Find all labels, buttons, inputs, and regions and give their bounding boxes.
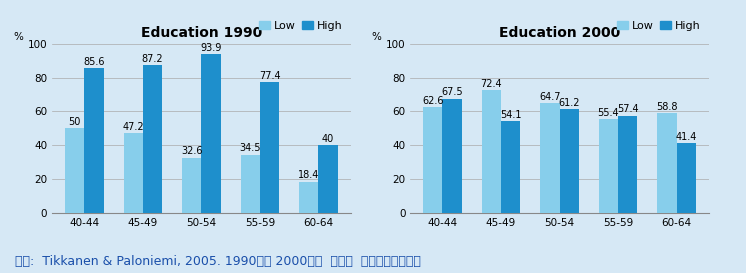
Text: 77.4: 77.4 [259, 71, 280, 81]
Bar [124, 133, 143, 213]
Text: 64.7: 64.7 [539, 92, 560, 102]
Text: 41.4: 41.4 [675, 132, 697, 141]
Text: 34.5: 34.5 [239, 143, 261, 153]
Text: %: % [13, 32, 23, 42]
Text: 18.4: 18.4 [298, 170, 319, 180]
Bar [677, 143, 696, 213]
Text: 85.6: 85.6 [84, 57, 104, 67]
Bar [84, 68, 104, 213]
Bar [65, 128, 84, 213]
Bar [540, 103, 560, 213]
Bar [260, 82, 279, 213]
Text: 자료:  Tikkanen & Paloniemi, 2005. 1990년과 2000년의  핀란드  성인교육조사통계: 자료: Tikkanen & Paloniemi, 2005. 1990년과 2… [15, 254, 421, 268]
Text: 47.2: 47.2 [122, 122, 144, 132]
Bar [423, 107, 442, 213]
Text: 87.2: 87.2 [142, 54, 163, 64]
Text: 62.6: 62.6 [422, 96, 444, 106]
Bar [599, 119, 618, 213]
Bar [482, 90, 501, 213]
Bar [299, 182, 319, 213]
Text: 93.9: 93.9 [201, 43, 222, 53]
Text: 67.5: 67.5 [442, 87, 463, 97]
Text: %: % [372, 32, 381, 42]
Text: 61.2: 61.2 [559, 98, 580, 108]
Title: Education 1990: Education 1990 [141, 26, 262, 40]
Legend: Low, High: Low, High [257, 19, 345, 33]
Bar [143, 65, 162, 213]
Bar [241, 155, 260, 213]
Bar [319, 145, 338, 213]
Bar [201, 54, 221, 213]
Text: 58.8: 58.8 [656, 102, 677, 112]
Text: 72.4: 72.4 [480, 79, 502, 89]
Title: Education 2000: Education 2000 [499, 26, 620, 40]
Text: 55.4: 55.4 [598, 108, 619, 118]
Bar [657, 113, 677, 213]
Bar [560, 109, 579, 213]
Text: 50: 50 [69, 117, 81, 127]
Bar [442, 99, 462, 213]
Text: 54.1: 54.1 [500, 110, 521, 120]
Bar [501, 121, 520, 213]
Bar [182, 158, 201, 213]
Legend: Low, High: Low, High [615, 19, 703, 33]
Text: 40: 40 [322, 134, 334, 144]
Text: 32.6: 32.6 [181, 146, 202, 156]
Bar [618, 116, 637, 213]
Text: 57.4: 57.4 [617, 105, 639, 114]
